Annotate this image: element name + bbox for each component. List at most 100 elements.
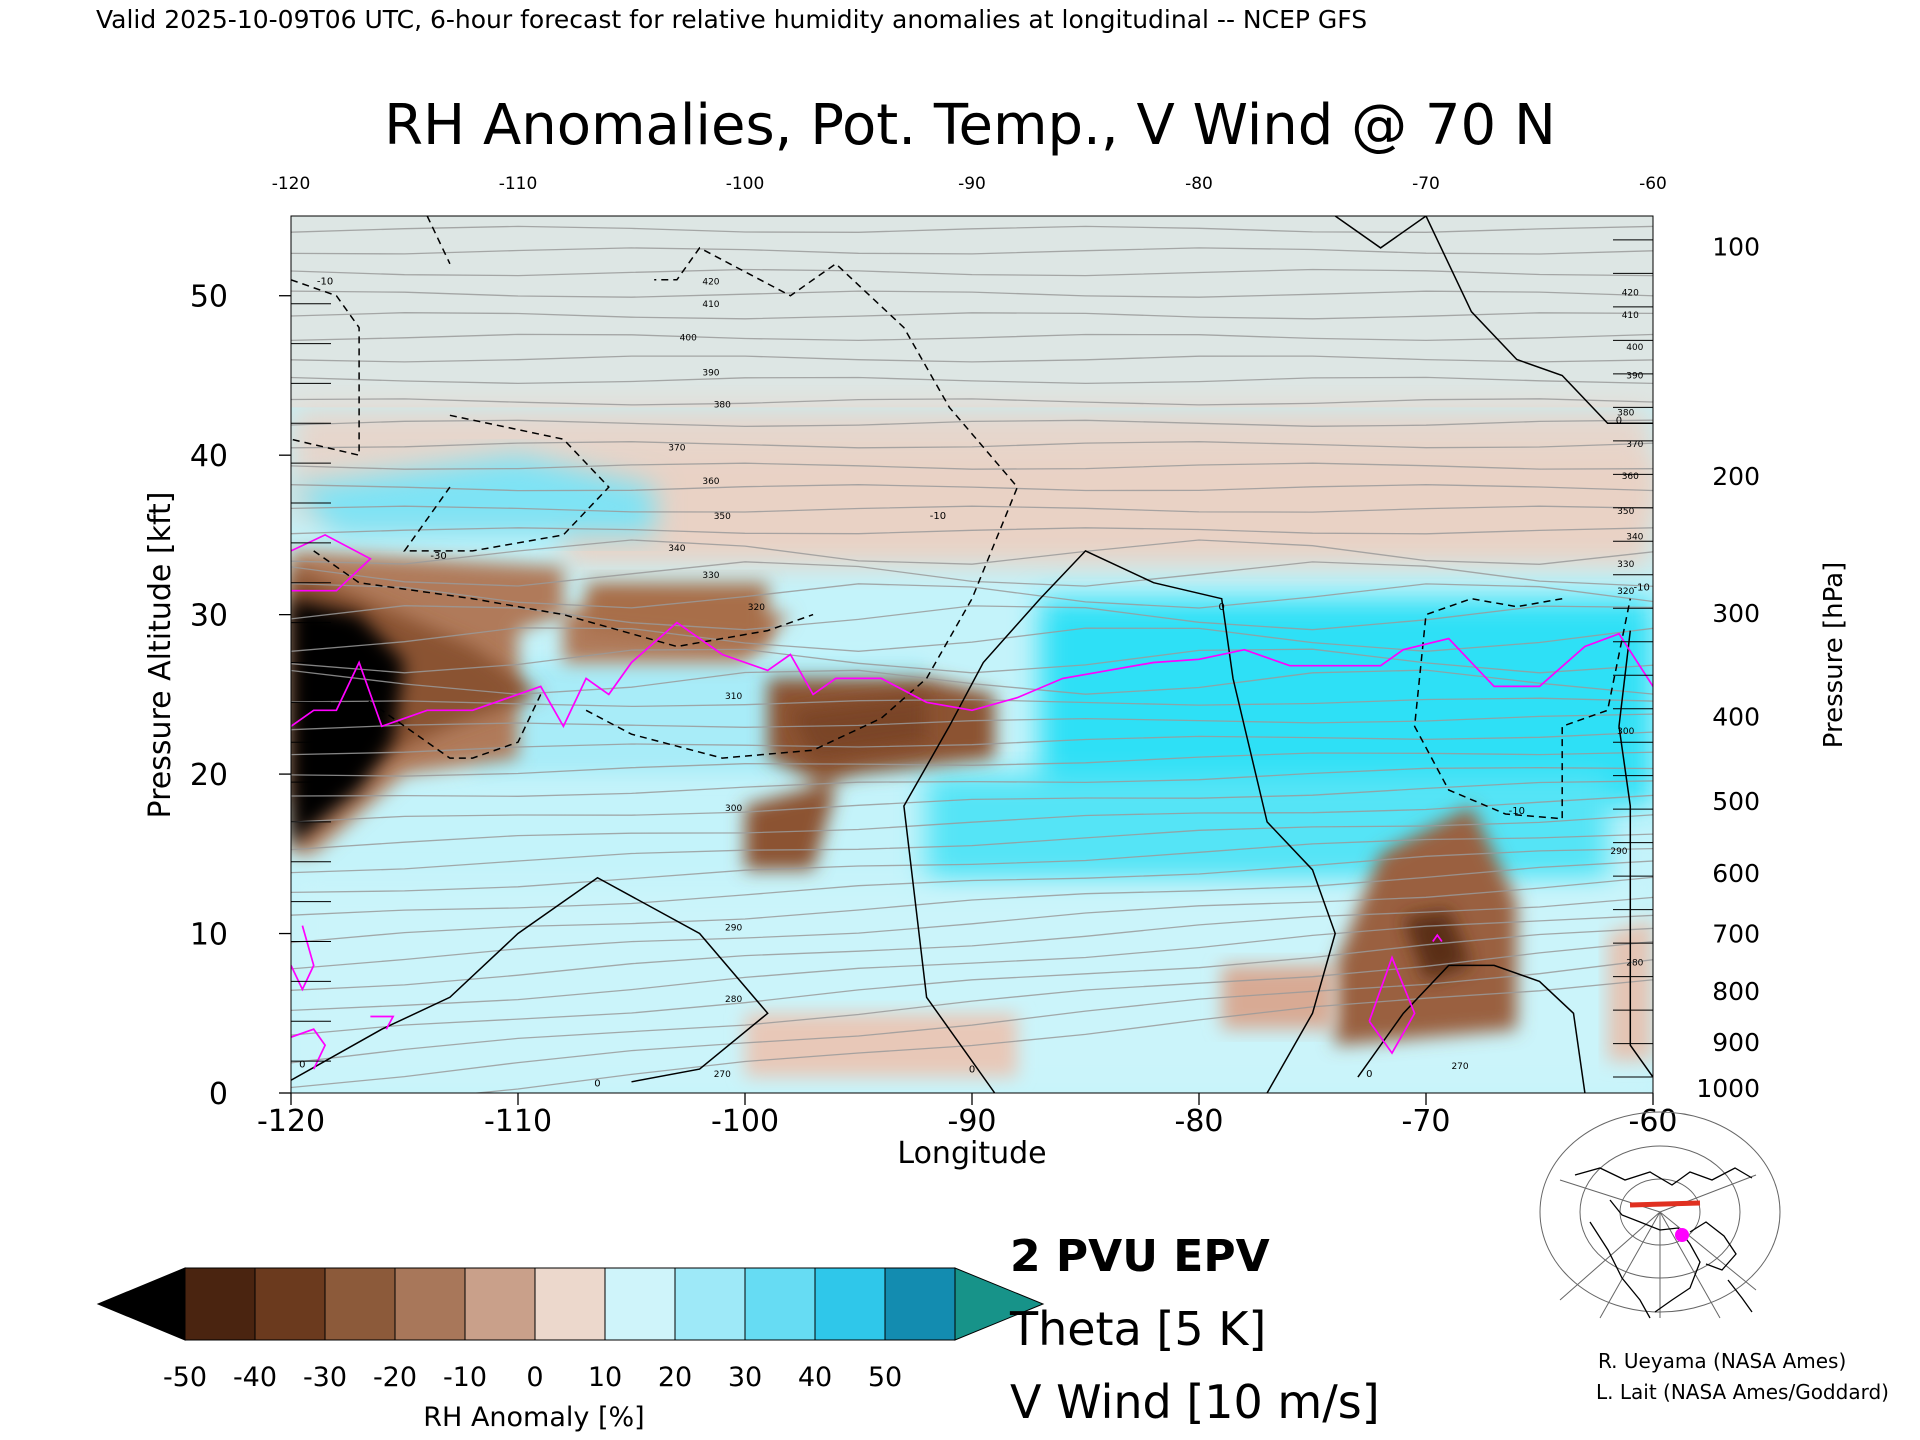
theta-contour-label: 350 (714, 512, 731, 522)
pressure-tick-label: 600 (1712, 859, 1760, 888)
y-tick-label: 20 (190, 758, 228, 793)
pressure-tick-label: 900 (1712, 1028, 1760, 1057)
colorbar-swatch (674, 1267, 746, 1341)
wind-contour-zero-center (903, 549, 1336, 1093)
theta-contour-label: 360 (702, 477, 719, 487)
theta-contour (291, 561, 1653, 587)
x-tick-label-top: -80 (1185, 174, 1213, 194)
pressure-tick-label: 700 (1712, 920, 1760, 949)
theta-contour (291, 713, 1653, 731)
theta-contour-label: 310 (725, 692, 742, 702)
epv-line-main (291, 621, 1653, 729)
theta-contour-label: 280 (1626, 958, 1643, 968)
theta-contour (291, 290, 1653, 298)
wind-contour-label: -10 (1633, 583, 1649, 594)
theta-contour-label: 300 (725, 804, 742, 814)
x-tick-label: -110 (484, 1104, 552, 1139)
wind-contour-minus10-mid (313, 550, 814, 648)
rh-field-tan-bottom (1221, 965, 1336, 1030)
colorbar-tick-label: 40 (798, 1362, 832, 1393)
theta-contour (291, 398, 1653, 406)
theta-contour (291, 333, 1653, 342)
theta-contour (291, 225, 1653, 233)
epv-line-small-3 (370, 1015, 395, 1030)
colorbar-swatch (394, 1267, 466, 1341)
contour-labels: 420 410 400 390 380 370 360 350 340 330 320 310 300 2… (299, 277, 1650, 1090)
colorbar-swatch (324, 1267, 396, 1341)
colorbar-swatch (534, 1267, 606, 1341)
locator-map (1539, 1111, 1781, 1320)
theta-contour-label: 370 (668, 443, 685, 453)
theta-contour (291, 767, 1653, 797)
wind-contour-label: 0 (594, 1079, 600, 1090)
epv-line-small-2 (291, 1028, 327, 1070)
wind-contour-minus30 (403, 414, 610, 552)
wind-contour-label: -10 (317, 277, 333, 288)
x-tick-label: -90 (948, 1104, 997, 1139)
theta-contour (291, 527, 1653, 535)
credit-line-2: L. Lait (NASA Ames/Goddard) (1596, 1380, 1889, 1404)
theta-contour-label: 320 (748, 603, 765, 613)
wind-contour-zero-right (1357, 964, 1586, 1093)
theta-contour-label: 390 (1626, 372, 1643, 382)
y-axis-label-left: Pressure Altitude [kft] (143, 492, 178, 819)
wind-contour-label: 0 (1616, 415, 1622, 426)
colorbar-swatch (184, 1267, 256, 1341)
theta-contour-label: 410 (1622, 311, 1639, 321)
credit-line-1: R. Ueyama (NASA Ames) (1598, 1349, 1846, 1373)
wind-contour-label: -30 (430, 551, 446, 562)
wind-contour-minus10-top-left (291, 279, 360, 457)
wind-contour-minus10-center (585, 246, 1019, 759)
pressure-tick-label: 300 (1712, 599, 1760, 628)
colorbar-tick-label: 0 (526, 1362, 543, 1393)
v-wind-contours (291, 216, 1653, 1093)
colorbar-tick-label: 30 (728, 1362, 762, 1393)
theta-contour-label: 420 (702, 278, 719, 288)
theta-contour (291, 959, 1653, 1089)
x-tick-label: -60 (1629, 1104, 1678, 1139)
x-tick-label: -100 (711, 1104, 779, 1139)
wind-contour-label: 0 (1366, 1069, 1372, 1080)
legend-theta: Theta [5 K] (1009, 1302, 1266, 1356)
theta-contour (291, 462, 1653, 470)
theta-contour (291, 751, 1653, 777)
colorbar-swatch (464, 1267, 536, 1341)
theta-contour-label: 390 (702, 368, 719, 378)
pressure-tick-label: 200 (1712, 462, 1760, 491)
wind-contour-zero-top-right (1334, 216, 1653, 425)
pressure-tick-label: 800 (1712, 977, 1760, 1006)
wind-contour-label: 0 (299, 1059, 305, 1070)
theta-contour (291, 914, 1653, 1012)
theta-contour-label: 360 (1622, 472, 1639, 482)
theta-contour (470, 979, 1653, 1093)
theta-contour-label: 300 (1617, 727, 1634, 737)
theta-contour (291, 794, 1653, 851)
theta-contour (291, 419, 1653, 428)
theta-contour (291, 876, 1653, 970)
theta-contour (291, 814, 1653, 874)
colorbar-tick-label: -40 (233, 1362, 277, 1393)
theta-contour (291, 441, 1653, 449)
theta-contour (291, 582, 1653, 609)
colorbar-label: RH Anomaly [%] (423, 1402, 644, 1433)
theta-contour-label: 340 (668, 544, 685, 554)
colorbar-swatch (884, 1267, 956, 1341)
x-axis-label: Longitude (897, 1136, 1046, 1171)
pressure-tick-label: 100 (1712, 232, 1760, 261)
epv-line-dot (1432, 933, 1443, 942)
legend-vwind: V Wind [10 m/s] (1010, 1375, 1380, 1429)
pressure-tick-label: 400 (1712, 703, 1760, 732)
theta-contour (291, 847, 1653, 916)
epv-2pvu-contours (291, 533, 1653, 1070)
rh-field-brown-mid-dark (790, 694, 927, 759)
theta-contours (291, 225, 1653, 1093)
colorbar-swatch (254, 1267, 326, 1341)
wind-contour-label: -10 (1509, 806, 1525, 817)
theta-contour-label: 410 (702, 300, 719, 310)
theta-contour (291, 697, 1653, 708)
theta-contour-label: 330 (702, 571, 719, 581)
theta-contour (291, 927, 1653, 1036)
colorbar-tick-label: 10 (588, 1362, 622, 1393)
x-tick-label-top: -110 (499, 174, 538, 194)
